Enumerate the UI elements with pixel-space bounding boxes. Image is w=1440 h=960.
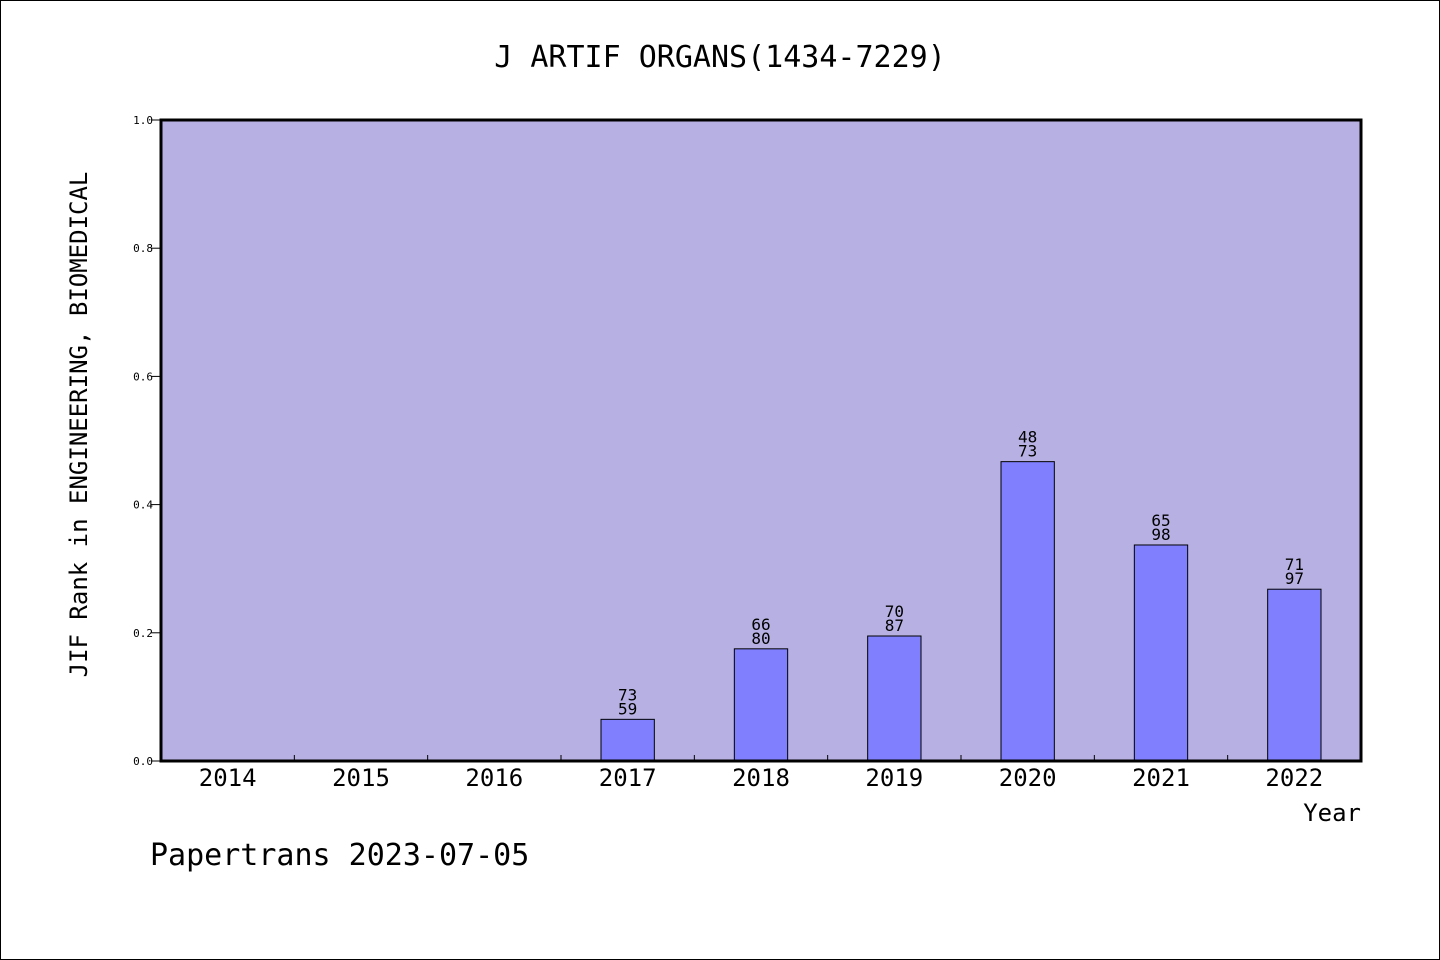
x-axis: 2014 2015 2016 2017 2018 2019 2020 2021 2022 — [199, 755, 1323, 792]
bar-label-bottom: 80 — [751, 629, 770, 648]
y-axis-label: JIF Rank in ENGINEERING, BIOMEDICAL — [65, 172, 93, 678]
bar-label-top: 48 — [1018, 428, 1037, 447]
x-tick-label: 2015 — [332, 764, 390, 792]
x-tick-label: 2014 — [199, 764, 257, 792]
bar — [1133, 544, 1189, 762]
bar-label-top: 65 — [1151, 511, 1170, 530]
x-tick-label: 2019 — [865, 764, 923, 792]
bar-label-top: 73 — [618, 685, 637, 704]
bar — [733, 648, 789, 762]
bar-label-bottom: 98 — [1151, 525, 1170, 544]
bar — [1267, 588, 1322, 762]
x-tick-label: 2021 — [1132, 764, 1190, 792]
bar-label-top: 70 — [885, 602, 904, 621]
y-tick-label: 1.0 — [133, 114, 153, 127]
y-tick-label: 0.6 — [133, 370, 153, 383]
bar — [600, 718, 655, 762]
x-tick-label: 2018 — [732, 764, 790, 792]
y-axis: 0.0 0.2 0.4 0.6 0.8 1.0 — [133, 114, 161, 768]
bars — [600, 461, 1322, 762]
bar-label-bottom: 87 — [885, 616, 904, 635]
x-tick-label: 2020 — [999, 764, 1057, 792]
bar-label-bottom: 59 — [618, 699, 637, 718]
bar-label-top: 71 — [1285, 555, 1304, 574]
y-tick-label: 0.8 — [133, 242, 153, 255]
bar — [867, 635, 922, 762]
y-tick-label: 0.4 — [133, 499, 153, 512]
x-tick-label: 2017 — [599, 764, 657, 792]
bar-label-bottom: 97 — [1285, 569, 1304, 588]
bar — [1000, 461, 1055, 762]
chart-title: J ARTIF ORGANS(1434-7229) — [494, 40, 946, 75]
x-tick-label: 2022 — [1265, 764, 1323, 792]
x-tick-label: 2016 — [465, 764, 523, 792]
y-tick-label: 0.2 — [133, 627, 153, 640]
y-tick-label: 0.0 — [133, 755, 153, 768]
plot-border — [159, 118, 1363, 763]
footer-credit: Papertrans 2023-07-05 — [150, 838, 529, 873]
x-axis-label: Year — [1303, 799, 1361, 827]
bar-label-top: 66 — [751, 615, 770, 634]
bar-label-bottom: 73 — [1018, 442, 1037, 461]
